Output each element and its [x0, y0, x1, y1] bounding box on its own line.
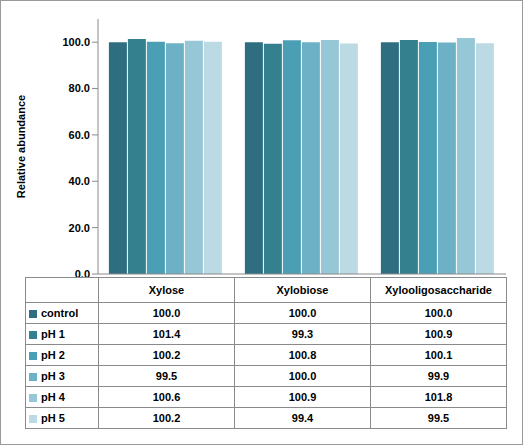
html-text:100.0: 100.0: [288, 307, 317, 319]
html-text:100.6: 100.6: [152, 391, 181, 403]
html-text:100.9: 100.9: [288, 391, 317, 403]
html-text:Xylobiose: Xylobiose: [276, 284, 329, 296]
svg-text:100.0: 100.0: [62, 36, 90, 48]
html-text:control: control: [41, 307, 79, 320]
svg-text:20.0: 20.0: [69, 222, 90, 234]
html-text:99.9: 99.9: [427, 370, 450, 382]
html-text:100.1: 100.1: [424, 349, 453, 361]
html-text:pH 4: pH 4: [41, 391, 65, 404]
html-text:100.8: 100.8: [288, 349, 317, 361]
svg-text:80.0: 80.0: [69, 82, 90, 94]
html-text:100.9: 100.9: [424, 328, 453, 340]
html-text:99.5: 99.5: [155, 370, 178, 382]
svg-text:40.0: 40.0: [69, 175, 90, 187]
html-text:100.2: 100.2: [152, 349, 181, 361]
html-text:pH 1: pH 1: [41, 328, 65, 341]
html-text:101.8: 101.8: [424, 391, 453, 403]
html-text:Xylose: Xylose: [148, 284, 185, 296]
svg-text:Relative abundance: Relative abundance: [15, 95, 27, 198]
html-text:Xylooligosaccharide: Xylooligosaccharide: [385, 284, 492, 296]
html-text:99.4: 99.4: [291, 412, 314, 424]
html-text:pH 2: pH 2: [41, 349, 65, 362]
html-text:101.4: 101.4: [152, 328, 181, 340]
html-text:100.0: 100.0: [288, 370, 317, 382]
html-text:100.0: 100.0: [424, 307, 453, 319]
svg-text:60.0: 60.0: [69, 129, 90, 141]
html-text:100.2: 100.2: [152, 412, 181, 424]
html-text:pH 3: pH 3: [41, 370, 65, 383]
html-text:pH 5: pH 5: [41, 412, 65, 425]
html-text:100.0: 100.0: [152, 307, 181, 319]
html-text:99.3: 99.3: [291, 328, 314, 340]
html-text:99.5: 99.5: [427, 412, 450, 424]
